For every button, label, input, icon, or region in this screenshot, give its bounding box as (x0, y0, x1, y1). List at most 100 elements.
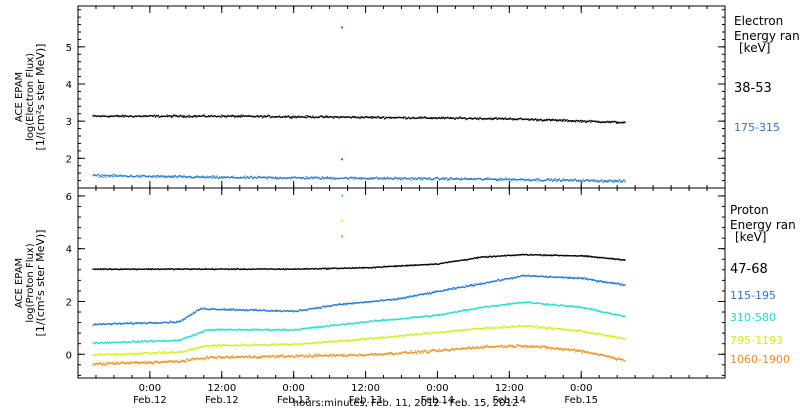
data-point (542, 180, 545, 182)
data-point (323, 341, 325, 343)
data-point (356, 302, 358, 304)
data-point (313, 326, 316, 328)
data-point (455, 330, 457, 332)
data-point (233, 329, 235, 331)
data-point (348, 116, 350, 118)
data-point (195, 115, 197, 117)
data-point (346, 323, 348, 325)
data-point (466, 309, 469, 311)
data-point (268, 115, 270, 117)
data-point (377, 337, 379, 339)
data-point (364, 116, 367, 118)
data-point (122, 340, 125, 343)
data-point (517, 325, 519, 327)
data-point (511, 278, 513, 280)
data-point (533, 302, 536, 304)
data-point (616, 179, 618, 182)
data-point (490, 305, 492, 307)
data-point (551, 276, 553, 278)
data-point (160, 321, 163, 323)
data-point (601, 310, 603, 313)
data-point (182, 268, 185, 270)
data-point (262, 344, 264, 346)
data-point (596, 179, 598, 181)
data-point (599, 334, 601, 336)
data-point (381, 319, 383, 321)
data-point (267, 176, 269, 178)
data-point (377, 354, 379, 356)
data-point (492, 118, 494, 120)
data-point (272, 355, 274, 357)
data-point (418, 317, 420, 319)
data-point (134, 268, 136, 270)
data-point (421, 350, 424, 352)
data-point (233, 268, 235, 270)
data-point (448, 312, 450, 315)
data-point (219, 177, 221, 179)
data-point (379, 300, 381, 302)
data-point (549, 276, 551, 278)
data-point (182, 337, 185, 340)
data-point (397, 265, 399, 267)
data-point (128, 176, 130, 178)
data-point (109, 341, 111, 343)
data-point (431, 117, 434, 120)
data-point (237, 344, 239, 346)
data-point (493, 327, 495, 329)
data-point (437, 117, 440, 119)
data-point (463, 117, 466, 119)
data-point (543, 254, 545, 256)
data-point (599, 121, 601, 123)
data-point (456, 348, 458, 350)
data-point (414, 177, 416, 179)
data-point (156, 322, 158, 324)
data-point (301, 116, 303, 118)
data-point (283, 177, 285, 179)
data-point (602, 121, 604, 123)
data-point (390, 351, 392, 354)
data-point (392, 319, 394, 321)
data-point (385, 116, 387, 119)
data-point (587, 331, 590, 333)
data-point (339, 267, 341, 269)
data-point (617, 313, 619, 315)
data-point (293, 116, 295, 118)
data-point (519, 302, 521, 304)
data-point (560, 276, 562, 278)
data-point (436, 331, 438, 333)
data-point (252, 328, 254, 330)
data-point (253, 356, 255, 358)
data-point (504, 118, 506, 120)
data-point (579, 329, 581, 331)
data-point (475, 178, 477, 180)
data-point (139, 176, 141, 178)
data-point (232, 175, 234, 177)
data-point (237, 115, 239, 117)
data-point (395, 319, 397, 321)
data-point (103, 354, 105, 356)
data-point (224, 116, 226, 118)
data-point (337, 267, 339, 270)
data-point (364, 266, 366, 268)
data-point (604, 121, 606, 123)
data-point (388, 266, 390, 268)
data-point (166, 340, 168, 342)
data-point (610, 180, 612, 182)
data-point (595, 309, 597, 311)
data-point (305, 309, 307, 312)
data-point (476, 257, 478, 259)
data-point (278, 356, 280, 358)
data-point (244, 355, 246, 357)
data-point (321, 267, 323, 270)
data-point (249, 309, 252, 311)
data-point (313, 356, 315, 358)
data-point (377, 300, 380, 302)
data-point (354, 302, 357, 304)
data-point (381, 177, 383, 179)
data-point (96, 115, 99, 117)
data-point (539, 118, 542, 121)
data-point (444, 313, 446, 315)
data-point (600, 334, 603, 336)
data-point (537, 119, 539, 121)
data-point (405, 264, 408, 266)
